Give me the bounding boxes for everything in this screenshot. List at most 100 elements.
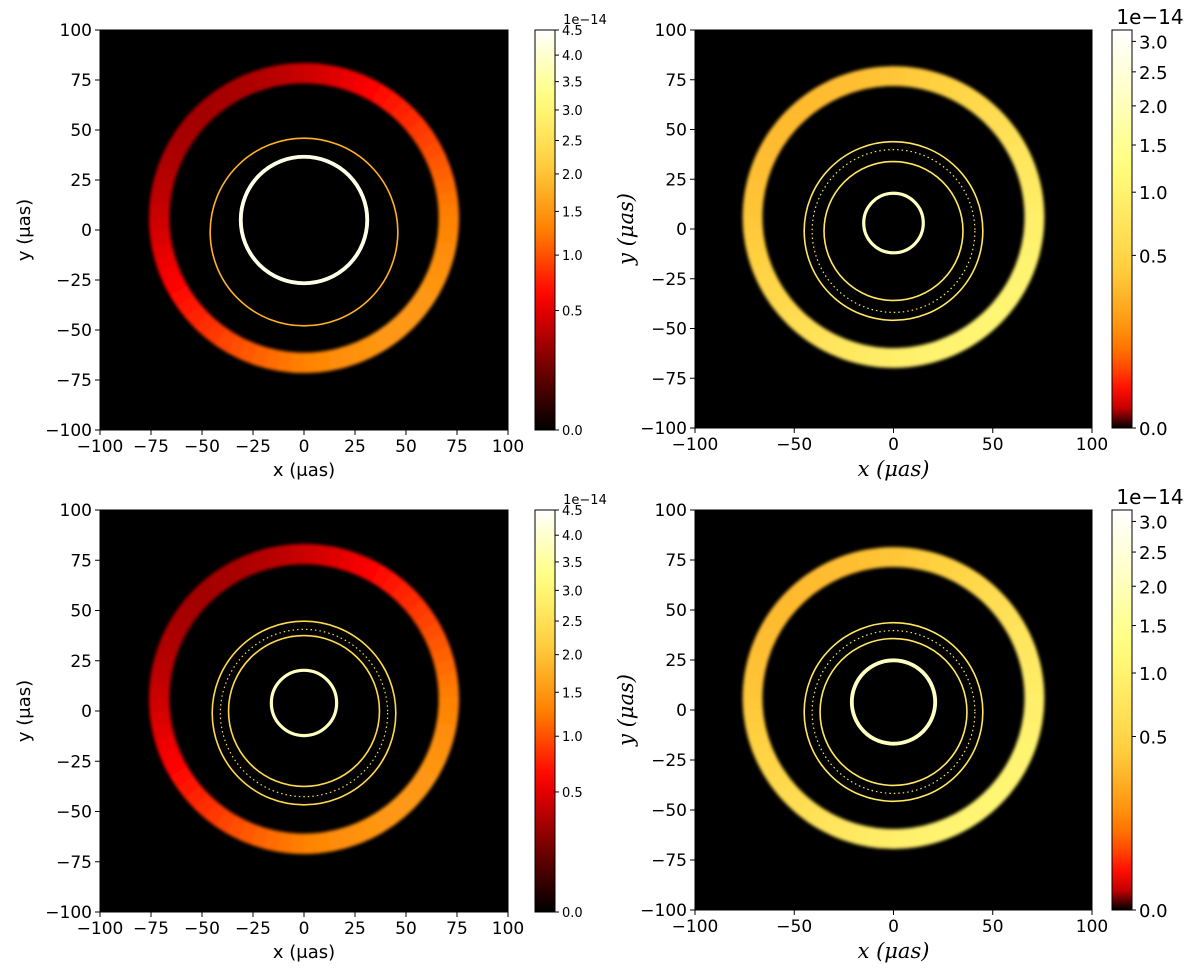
- y-tick-label: 75: [665, 551, 687, 571]
- x-tick-label: 100: [1076, 435, 1108, 455]
- colorbar-tick-label: 0.0: [1139, 901, 1168, 922]
- x-axis-label: x (μas): [273, 942, 335, 963]
- x-tick-label: −50: [184, 919, 220, 939]
- colorbar-tick-label: 4.0: [562, 49, 583, 64]
- y-tick-label: 75: [70, 551, 92, 571]
- x-tick-label: 50: [982, 917, 1004, 937]
- image-area: [148, 543, 460, 854]
- colorbar-tick-label: 3.0: [562, 584, 583, 599]
- colorbar-tick-label: 2.0: [1139, 97, 1168, 118]
- x-tick-label: −50: [776, 435, 812, 455]
- colorbar-scale-label: 1e−14: [1116, 485, 1183, 509]
- thin-ring: [211, 620, 397, 806]
- y-tick-label: 25: [665, 170, 687, 190]
- y-axis-label: y (μas): [14, 199, 35, 261]
- y-tick-label: 75: [665, 71, 687, 91]
- colorbar-scale-label: 1e−14: [1116, 5, 1183, 29]
- y-tick-label: −100: [640, 901, 687, 921]
- y-tick-label: 25: [70, 171, 92, 191]
- colorbar-scale-label: 1e−14: [563, 493, 607, 508]
- colorbar-tick-label: 0.5: [1139, 728, 1168, 749]
- colorbar: 0.0 0.5 1.0 1.5 2.0 2.5 3.0 1e−14: [1111, 485, 1184, 922]
- x-tick-label: 0: [888, 435, 899, 455]
- image-area: [148, 62, 460, 374]
- panel-top-right: −100 −50 0 50 100 −100 −75 −50 −25 0 25 50 75 100 x (μ…: [614, 5, 1184, 481]
- x-tick-label: −50: [776, 917, 812, 937]
- y-tick-label: 0: [676, 220, 687, 240]
- colorbar-tick-label: 0.5: [1139, 246, 1168, 267]
- x-tick-label: 25: [344, 437, 366, 457]
- colorbar-tick-label: 2.0: [562, 168, 583, 183]
- colorbar-tick-label: 4.0: [562, 529, 583, 544]
- x-tick-label: 100: [1076, 917, 1108, 937]
- colorbar-scale-label: 1e−14: [563, 13, 607, 28]
- colorbar-tick-label: 1.0: [1139, 664, 1168, 685]
- colorbar-tick-label: 2.0: [562, 649, 583, 664]
- dotted-ring: [219, 628, 389, 798]
- primary-ring: [742, 547, 1045, 849]
- y-axis-label: y (μas): [614, 674, 638, 747]
- y-tick-label: −50: [651, 320, 687, 340]
- x-tick-label: −100: [77, 437, 124, 457]
- y-axis-label: y (μas): [614, 193, 638, 266]
- colorbar-tick-label: 3.0: [1139, 32, 1168, 53]
- colorbar-tick-label: 2.5: [562, 615, 583, 630]
- y-tick-label: −50: [56, 321, 92, 341]
- colorbar-tick-label: 3.5: [562, 556, 583, 571]
- primary-ring: [148, 62, 460, 374]
- colorbar: 0.0 0.5 1.0 1.5 2.0 2.5 3.0 3.5 4.0 4.51e−14: [534, 493, 607, 921]
- x-tick-label: −25: [235, 919, 271, 939]
- y-tick-label: 0: [81, 221, 92, 241]
- colorbar-tick-label: 2.5: [1139, 63, 1168, 84]
- x-tick-label: −25: [235, 437, 271, 457]
- panel-top-left: −100 −75 −50 −25 0 25 50 75 100 −100 −75 −50 −25 0 25 5…: [14, 13, 607, 481]
- colorbar-tick-label: 1.5: [562, 205, 583, 220]
- y-tick-label: 100: [655, 501, 687, 521]
- primary-ring: [742, 66, 1045, 368]
- x-tick-label: 50: [982, 435, 1004, 455]
- x-tick-label: −100: [77, 919, 124, 939]
- y-tick-label: −75: [651, 369, 687, 389]
- y-tick-label: −25: [651, 751, 687, 771]
- colorbar-tick-label: 0.5: [562, 786, 583, 801]
- colorbar-tick-label: 3.0: [562, 104, 583, 119]
- colorbar-tick-label: 2.5: [1139, 543, 1168, 564]
- y-tick-label: −50: [56, 803, 92, 823]
- photon-ring: [269, 668, 339, 738]
- y-tick-label: 75: [70, 71, 92, 91]
- image-area: [742, 547, 1045, 849]
- y-axis-label: y (μas): [14, 680, 35, 742]
- y-tick-label: 50: [70, 602, 92, 622]
- y-tick-label: −25: [651, 270, 687, 290]
- y-tick-label: 100: [655, 21, 687, 41]
- colorbar-tick-label: 4.5: [562, 24, 583, 39]
- x-tick-label: −50: [184, 437, 220, 457]
- thin-ring: [227, 634, 381, 788]
- thin-ring: [819, 637, 968, 787]
- thin-ring: [823, 160, 964, 302]
- y-tick-label: 50: [665, 121, 687, 141]
- colorbar-tick-label: 0.0: [1139, 419, 1168, 440]
- photon-ring: [238, 154, 370, 286]
- y-tick-label: −100: [640, 419, 687, 439]
- colorbar-tick-label: 0.0: [562, 906, 583, 921]
- colorbar-gradient: [1111, 509, 1133, 911]
- y-tick-label: −75: [56, 853, 92, 873]
- colorbar-tick-label: 0.5: [562, 305, 583, 320]
- thin-ring: [803, 621, 984, 803]
- y-tick-label: −50: [651, 801, 687, 821]
- dotted-ring: [811, 630, 976, 794]
- colorbar-tick-label: 1.5: [1139, 617, 1168, 638]
- panel-bottom-right: −100 −50 0 50 100 −100 −75 −50 −25 0 25 50 75 100 x (μ…: [614, 485, 1184, 963]
- x-axis-label: x (μas): [858, 457, 930, 481]
- colorbar-gradient: [534, 29, 556, 431]
- image-area: [742, 66, 1045, 368]
- x-tick-label: −100: [672, 435, 719, 455]
- thin-ring: [209, 137, 399, 327]
- colorbar-tick-label: 1.5: [1139, 136, 1168, 157]
- colorbar-tick-label: 2.0: [1139, 577, 1168, 598]
- y-tick-label: 100: [60, 501, 92, 521]
- y-tick-label: 25: [70, 652, 92, 672]
- photon-ring: [849, 658, 938, 746]
